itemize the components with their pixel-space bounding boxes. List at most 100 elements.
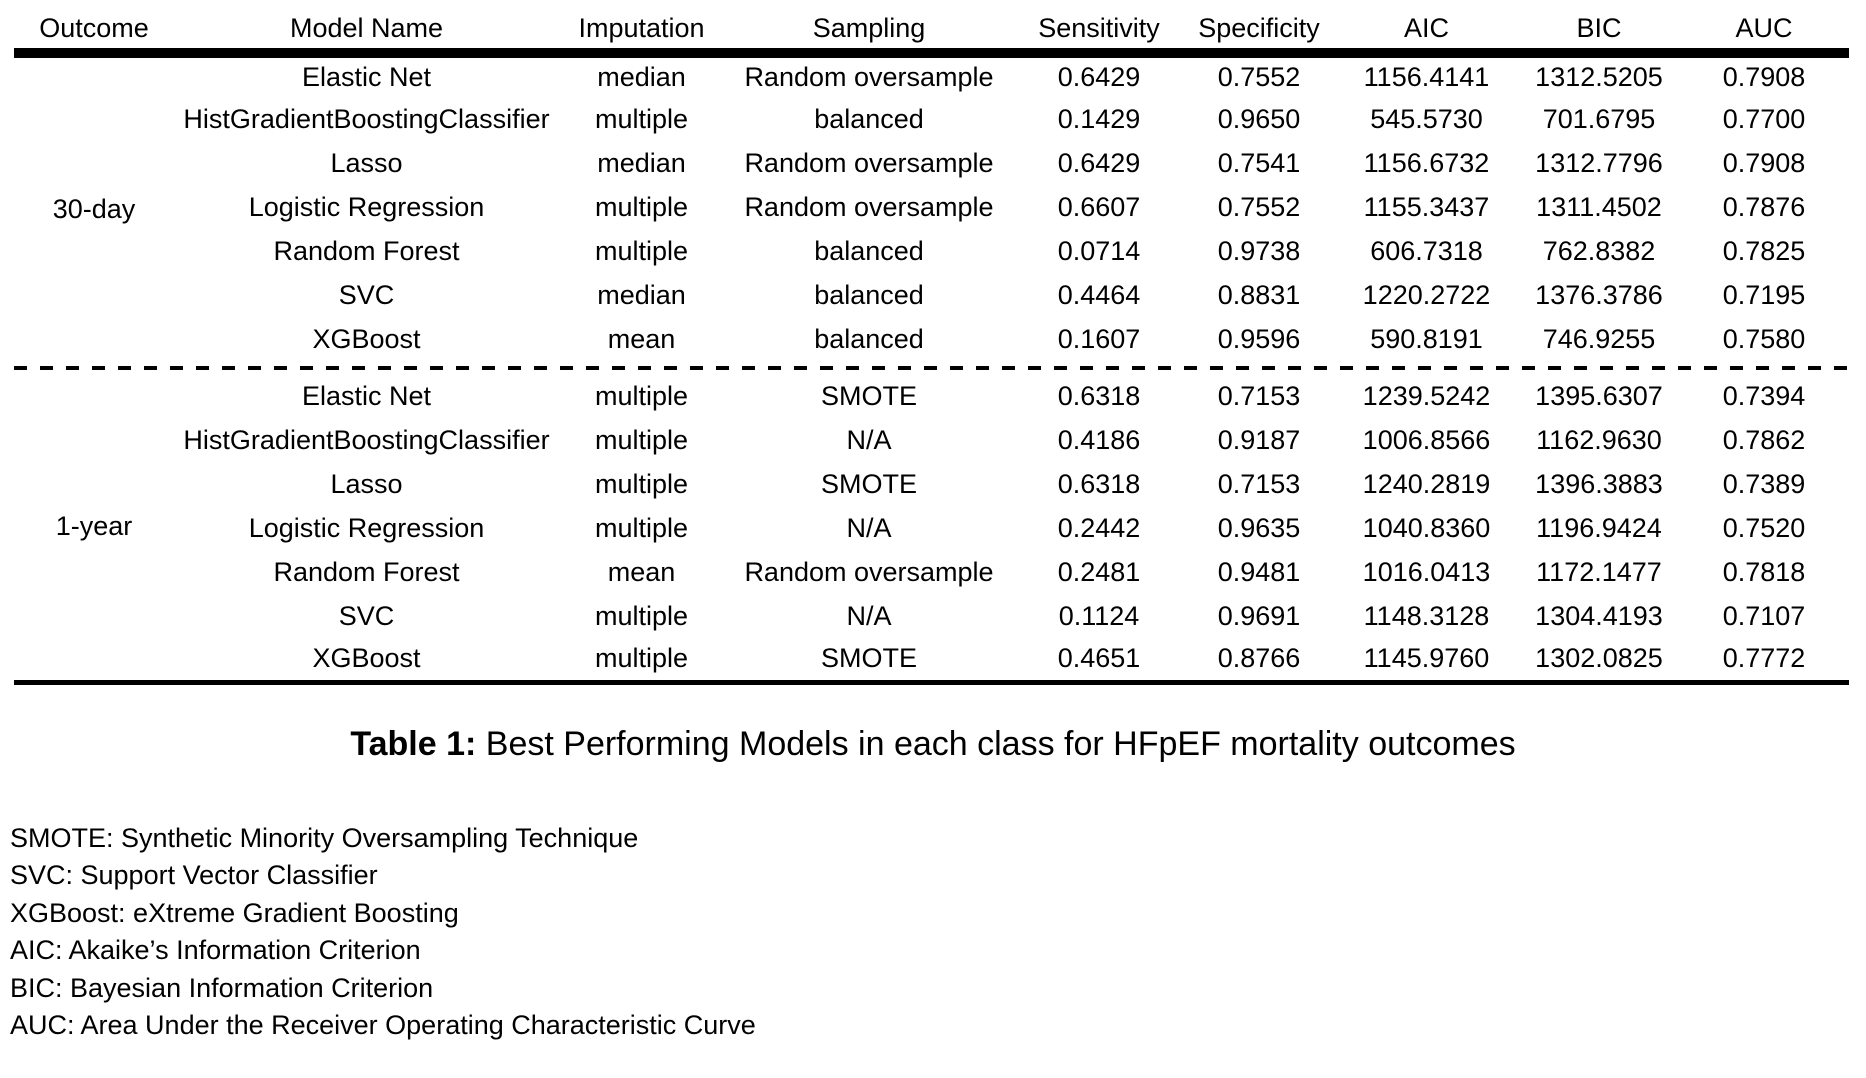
cell-auc: 0.7580	[1722, 323, 1806, 354]
cell-specificity: 0.9187	[1217, 424, 1301, 455]
cell-imputation: median	[597, 147, 686, 178]
cell-bic: 701.6795	[1542, 103, 1656, 134]
cell-imputation: multiple	[594, 380, 689, 411]
cell-imputation: multiple	[594, 191, 689, 222]
cell-aic: 590.8191	[1370, 323, 1483, 354]
cell-auc: 0.7394	[1722, 380, 1806, 411]
cell-sensitivity: 0.1124	[1058, 600, 1140, 631]
cell-auc: 0.7862	[1722, 424, 1806, 455]
cell-sensitivity: 0.2481	[1057, 556, 1141, 587]
cell-bic: 1376.3786	[1535, 279, 1663, 310]
cell-model: XGBoost	[312, 643, 421, 674]
cell-sensitivity: 0.6429	[1057, 147, 1141, 178]
cell-specificity: 0.9738	[1217, 235, 1301, 266]
cell-imputation: multiple	[594, 600, 689, 631]
cell-aic: 1148.3128	[1363, 600, 1490, 631]
cell-aic: 1156.6732	[1363, 147, 1490, 178]
cell-model: Random Forest	[273, 556, 460, 587]
table-row: Lasso multiple SMOTE 0.6318 0.7153 1240.…	[14, 462, 1849, 506]
cell-sampling: N/A	[846, 512, 892, 543]
caption-label: Table 1:	[350, 724, 477, 763]
footnote-auc: AUC: Area Under the Receiver Operating C…	[10, 1010, 756, 1040]
column-header-model-name: Model Name	[289, 12, 444, 43]
cell-specificity: 0.9596	[1217, 323, 1301, 354]
cell-specificity: 0.9650	[1217, 103, 1301, 134]
table-row: HistGradientBoostingClassifier multiple …	[14, 97, 1849, 141]
cell-sensitivity: 0.4464	[1057, 279, 1141, 310]
cell-sampling: N/A	[846, 424, 892, 455]
cell-specificity: 0.9481	[1217, 556, 1301, 587]
footnote-svc: SVC: Support Vector Classifier	[10, 860, 378, 890]
cell-bic: 1395.6307	[1535, 380, 1663, 411]
table-row: Lasso median Random oversample 0.6429 0.…	[14, 141, 1849, 185]
footnote-bic: BIC: Bayesian Information Criterion	[10, 972, 434, 1003]
cell-specificity: 0.9691	[1217, 600, 1301, 631]
table-header: Outcome Model Name Imputation Sampling S…	[14, 8, 1849, 53]
cell-sampling: Random oversample	[744, 147, 994, 178]
cell-sensitivity: 0.0714	[1057, 235, 1141, 266]
cell-bic: 1312.7796	[1535, 147, 1663, 178]
cell-sampling: SMOTE	[820, 643, 917, 674]
cell-model: XGBoost	[312, 323, 421, 354]
cell-imputation: multiple	[594, 103, 689, 134]
footnote-smote: SMOTE: Synthetic Minority Oversampling T…	[10, 822, 639, 853]
footnote-xgboost: XGBoost: eXtreme Gradient Boosting	[10, 897, 459, 928]
cell-bic: 1162.9630	[1536, 424, 1662, 455]
cell-sampling: balanced	[814, 323, 924, 354]
cell-bic: 1196.9424	[1536, 512, 1662, 543]
cell-model: Elastic Net	[301, 380, 432, 411]
cell-aic: 1145.9760	[1363, 643, 1490, 674]
cell-auc: 0.7389	[1722, 468, 1806, 499]
cell-sensitivity: 0.6429	[1057, 62, 1141, 92]
cell-imputation: multiple	[594, 424, 689, 455]
cell-imputation: multiple	[594, 468, 689, 499]
cell-sampling: Random oversample	[744, 191, 994, 222]
cell-auc: 0.7825	[1722, 235, 1806, 266]
table-row: Logistic Regression multiple N/A 0.2442 …	[14, 506, 1849, 550]
column-header-outcome: Outcome	[39, 12, 149, 43]
cell-sensitivity: 0.6607	[1057, 191, 1141, 222]
cell-specificity: 0.9635	[1217, 512, 1301, 543]
cell-model: Random Forest	[273, 235, 460, 266]
cell-aic: 606.7318	[1370, 235, 1483, 266]
cell-sampling: SMOTE	[820, 380, 917, 411]
cell-imputation: median	[597, 62, 686, 92]
cell-specificity: 0.7541	[1217, 147, 1301, 178]
cell-model: Elastic Net	[301, 62, 432, 92]
cell-bic: 1312.5205	[1535, 62, 1663, 92]
cell-aic: 1006.8566	[1362, 424, 1491, 455]
cell-auc: 0.7908	[1722, 147, 1806, 178]
cell-sensitivity: 0.2442	[1057, 512, 1141, 543]
table-row: XGBoost mean balanced 0.1607 0.9596 590.…	[14, 317, 1849, 361]
cell-aic: 1239.5242	[1362, 380, 1491, 411]
table-row: Random Forest mean Random oversample 0.2…	[14, 550, 1849, 594]
cell-specificity: 0.7552	[1217, 191, 1301, 222]
cell-sampling: Random oversample	[744, 556, 994, 587]
cell-aic: 1040.8360	[1362, 512, 1491, 543]
column-header-bic: BIC	[1576, 12, 1622, 43]
cell-auc: 0.7772	[1722, 643, 1806, 674]
table-row: Random Forest multiple balanced 0.0714 0…	[14, 229, 1849, 273]
cell-sampling: SMOTE	[820, 468, 917, 499]
table-row: SVC median balanced 0.4464 0.8831 1220.2…	[14, 273, 1849, 317]
cell-aic: 1155.3437	[1363, 191, 1490, 222]
cell-model: Logistic Regression	[248, 191, 485, 222]
column-header-sensitivity: Sensitivity	[1038, 12, 1160, 43]
table-row: SVC multiple N/A 0.1124 0.9691 1148.3128…	[14, 594, 1849, 638]
cell-sampling: balanced	[814, 279, 924, 310]
table-row: XGBoost multiple SMOTE 0.4651 0.8766 114…	[14, 638, 1849, 682]
cell-imputation: multiple	[594, 643, 689, 674]
cell-bic: 1311.4502	[1536, 191, 1662, 222]
outcome-group-label: 30-day	[52, 194, 136, 224]
group-separator	[14, 361, 1849, 374]
column-header-specificity: Specificity	[1198, 12, 1320, 43]
cell-specificity: 0.7153	[1217, 380, 1301, 411]
cell-auc: 0.7195	[1722, 279, 1806, 310]
cell-bic: 1302.0825	[1535, 643, 1663, 674]
cell-aic: 545.5730	[1370, 103, 1483, 134]
column-header-aic: AIC	[1403, 12, 1449, 43]
cell-model: Lasso	[330, 147, 403, 178]
cell-model: SVC	[338, 279, 395, 310]
table-row: 1-year Elastic Net multiple SMOTE 0.6318…	[14, 374, 1849, 542]
